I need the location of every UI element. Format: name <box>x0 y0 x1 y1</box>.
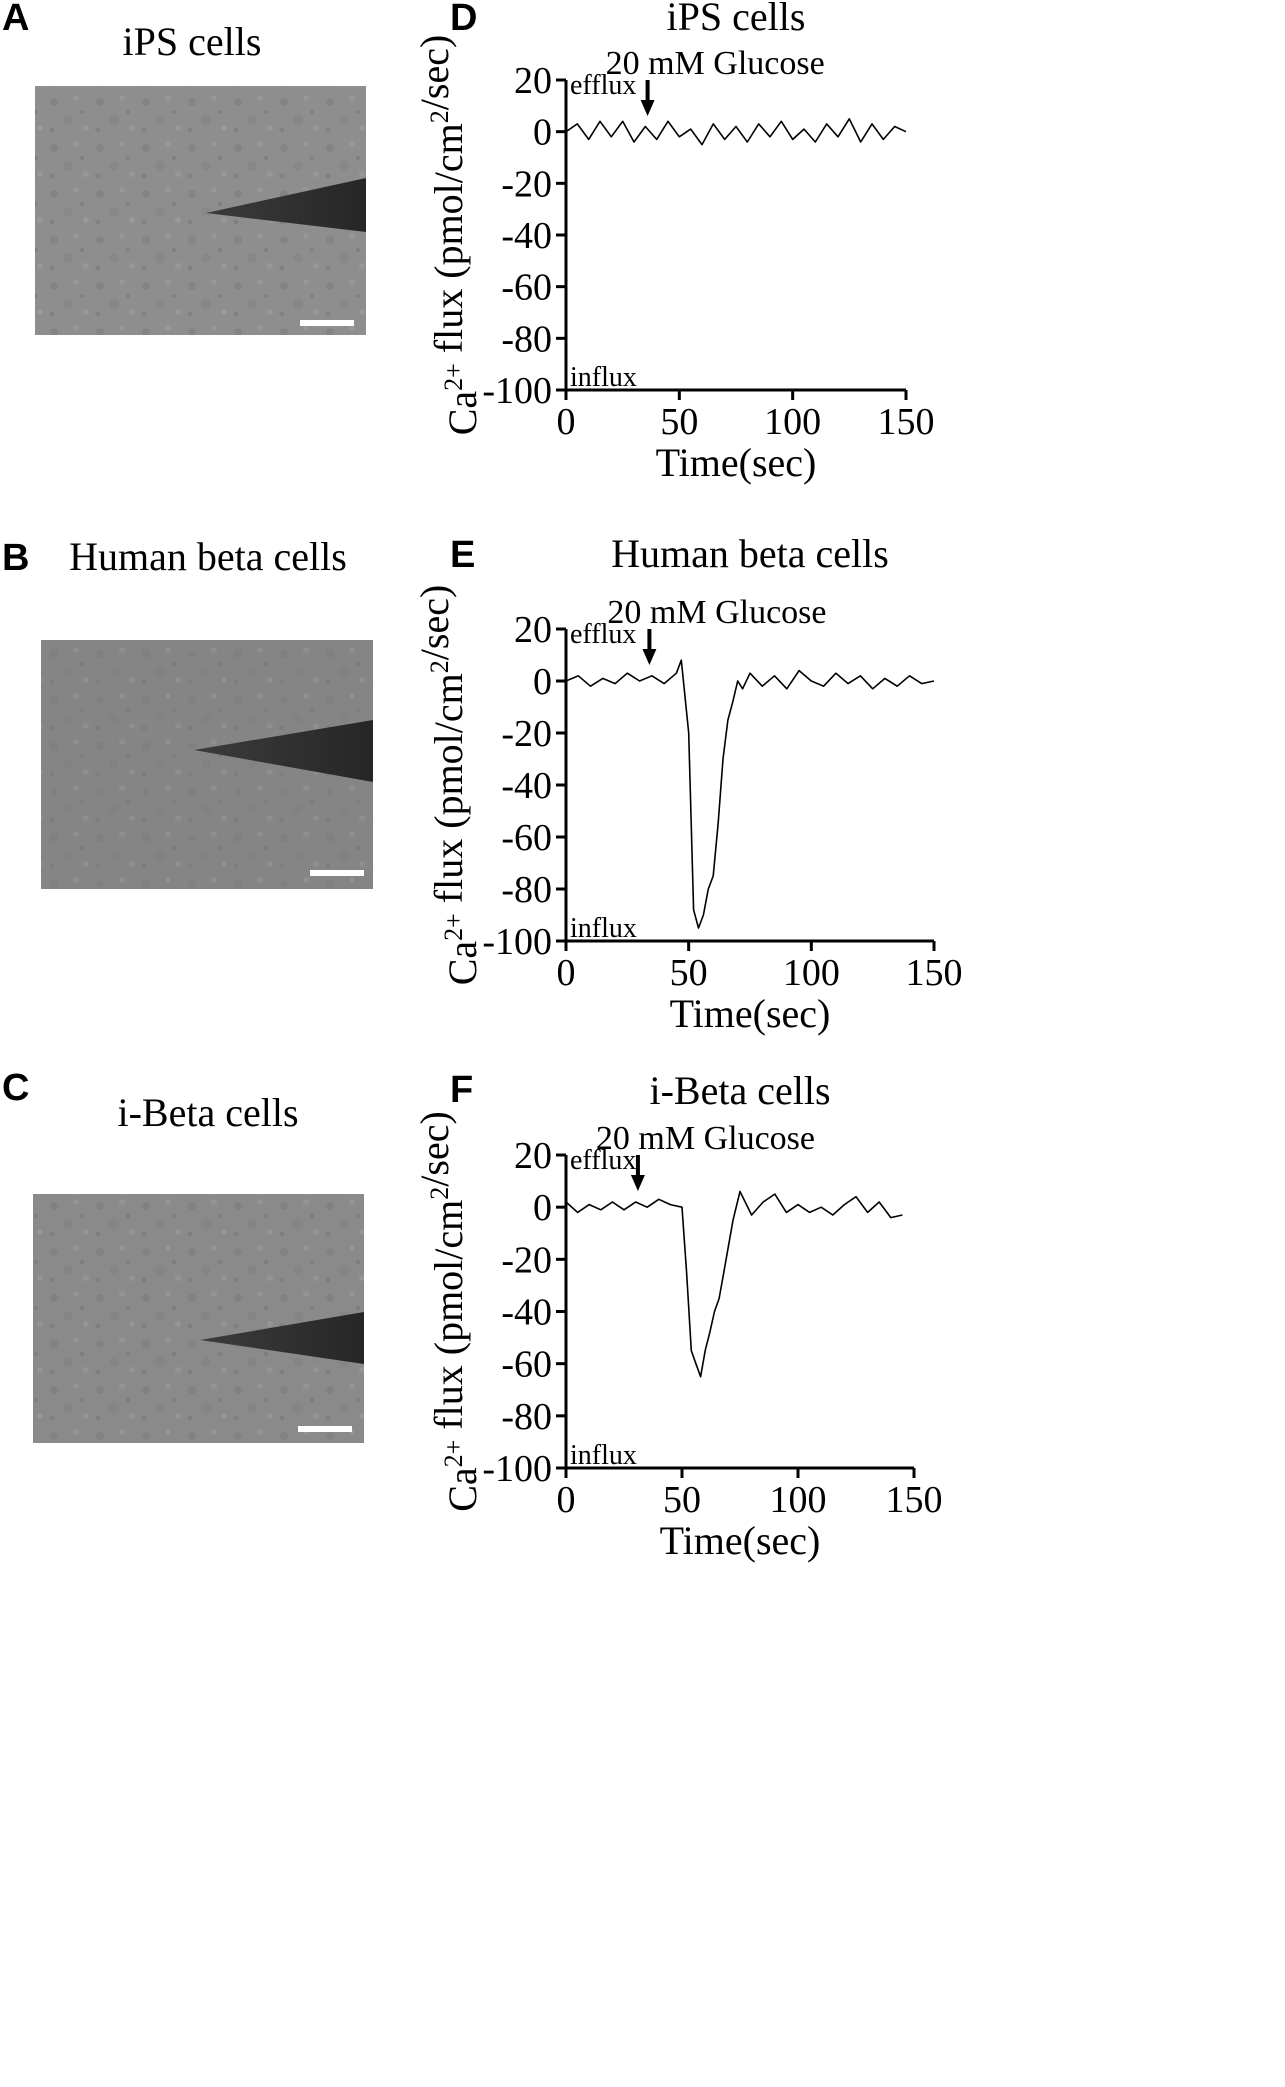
panel-a: A iPS cells <box>2 0 366 335</box>
ca-flux-trace <box>565 118 907 146</box>
micrograph-c <box>33 1194 364 1443</box>
y-axis-title-text: Ca <box>440 391 485 436</box>
y-axis-title: Ca2+ flux (pmol/cm2/sec) <box>412 1111 485 1512</box>
y-tick-label: 0 <box>533 112 552 154</box>
x-tick-label: 0 <box>557 1479 576 1521</box>
x-tick-label: 100 <box>764 401 821 443</box>
panel-b-title: Human beta cells <box>69 534 347 579</box>
micropipette-tip <box>206 178 366 232</box>
y-axis-title-text: flux (pmol/cm <box>426 123 471 363</box>
y-axis-title-superscript: 2 <box>425 1187 454 1200</box>
y-axis-title-superscript: 2 <box>425 110 454 123</box>
y-tick-label: 20 <box>514 609 552 651</box>
y-tick-label: -60 <box>501 267 552 309</box>
y-axis-title: Ca2+ flux (pmol/cm2/sec) <box>412 585 485 986</box>
efflux-label: efflux <box>570 70 636 101</box>
y-tick-label: -100 <box>482 1448 552 1490</box>
micropipette-tip <box>194 720 373 782</box>
y-tick-label: 20 <box>514 60 552 102</box>
ca-flux-trace <box>565 659 935 929</box>
x-axis-title: Time(sec) <box>670 991 831 1036</box>
y-axis-title-text: Ca <box>440 1467 485 1512</box>
x-tick-label: 150 <box>886 1479 943 1521</box>
y-axis-title-text: flux (pmol/cm <box>426 1200 471 1440</box>
y-axis-title-text: Ca <box>440 941 485 986</box>
x-axis-title: Time(sec) <box>660 1518 821 1563</box>
x-tick-label: 100 <box>783 952 840 994</box>
panel-c-title: i-Beta cells <box>117 1090 298 1135</box>
scale-bar <box>298 1426 352 1432</box>
micrograph-b <box>41 640 373 889</box>
scale-bar <box>300 320 354 326</box>
efflux-label: efflux <box>570 619 636 650</box>
y-axis-title-text: /sec) <box>412 585 457 661</box>
x-tick-label: 0 <box>557 401 576 443</box>
y-tick-label: -20 <box>501 163 552 205</box>
scale-bar <box>310 870 364 876</box>
y-tick-label: -60 <box>501 817 552 859</box>
panel-c: C i-Beta cells <box>2 1067 364 1443</box>
y-tick-label: -40 <box>501 215 552 257</box>
x-axis-title: Time(sec) <box>656 440 817 485</box>
x-tick-label: 50 <box>670 952 708 994</box>
x-tick-label: 150 <box>906 952 963 994</box>
influx-label: influx <box>570 362 637 393</box>
x-tick-label: 150 <box>878 401 935 443</box>
glucose-arrow-head <box>642 649 657 665</box>
influx-label: influx <box>570 1440 637 1471</box>
glucose-annotation: 20 mM Glucose <box>607 594 826 631</box>
chart-title: Human beta cells <box>611 531 889 576</box>
y-axis-title-superscript: 2+ <box>439 913 468 941</box>
influx-label: influx <box>570 913 637 944</box>
y-tick-label: -20 <box>501 713 552 755</box>
y-axis-title-text: flux (pmol/cm <box>426 673 471 913</box>
x-tick-label: 0 <box>557 952 576 994</box>
glucose-annotation: 20 mM Glucose <box>596 1120 815 1157</box>
efflux-label: efflux <box>570 1145 636 1176</box>
y-axis-title-superscript: 2+ <box>439 363 468 391</box>
y-tick-label: -80 <box>501 869 552 911</box>
panel-letter-a: A <box>2 0 29 39</box>
y-tick-label: -20 <box>501 1239 552 1281</box>
x-tick-label: 50 <box>663 1479 701 1521</box>
y-axis-title-superscript: 2 <box>425 660 454 673</box>
y-tick-label: -40 <box>501 1292 552 1334</box>
y-axis-title: Ca2+ flux (pmol/cm2/sec) <box>412 35 485 436</box>
y-tick-label: -80 <box>501 1396 552 1438</box>
y-tick-label: 0 <box>533 1187 552 1229</box>
y-tick-label: -80 <box>501 318 552 360</box>
panel-letter-b: B <box>2 537 29 579</box>
chart-title: i-Beta cells <box>649 1068 830 1113</box>
panel-b: B Human beta cells <box>2 534 373 889</box>
y-tick-label: -100 <box>482 370 552 412</box>
micropipette-tip <box>200 1312 364 1364</box>
glucose-arrow-head <box>630 1175 645 1191</box>
glucose-annotation: 20 mM Glucose <box>606 45 825 82</box>
panel-letter: E <box>450 534 475 576</box>
y-tick-label: -60 <box>501 1344 552 1386</box>
y-tick-label: 20 <box>514 1135 552 1177</box>
panel-a-title: iPS cells <box>123 19 262 64</box>
panel-letter: F <box>450 1069 473 1111</box>
x-tick-label: 100 <box>770 1479 827 1521</box>
x-tick-label: 50 <box>660 401 698 443</box>
ca-flux-trace <box>565 1190 903 1378</box>
glucose-arrow-head <box>640 100 655 116</box>
y-tick-label: -100 <box>482 921 552 963</box>
panel-letter: D <box>450 0 477 39</box>
micrograph-a <box>35 86 366 335</box>
panel-letter-c: C <box>2 1067 29 1109</box>
y-axis-title-text: /sec) <box>412 35 457 111</box>
y-tick-label: 0 <box>533 661 552 703</box>
y-axis-title-superscript: 2+ <box>439 1440 468 1468</box>
y-tick-label: -40 <box>501 765 552 807</box>
y-axis-title-text: /sec) <box>412 1111 457 1187</box>
chart-title: iPS cells <box>667 0 806 39</box>
